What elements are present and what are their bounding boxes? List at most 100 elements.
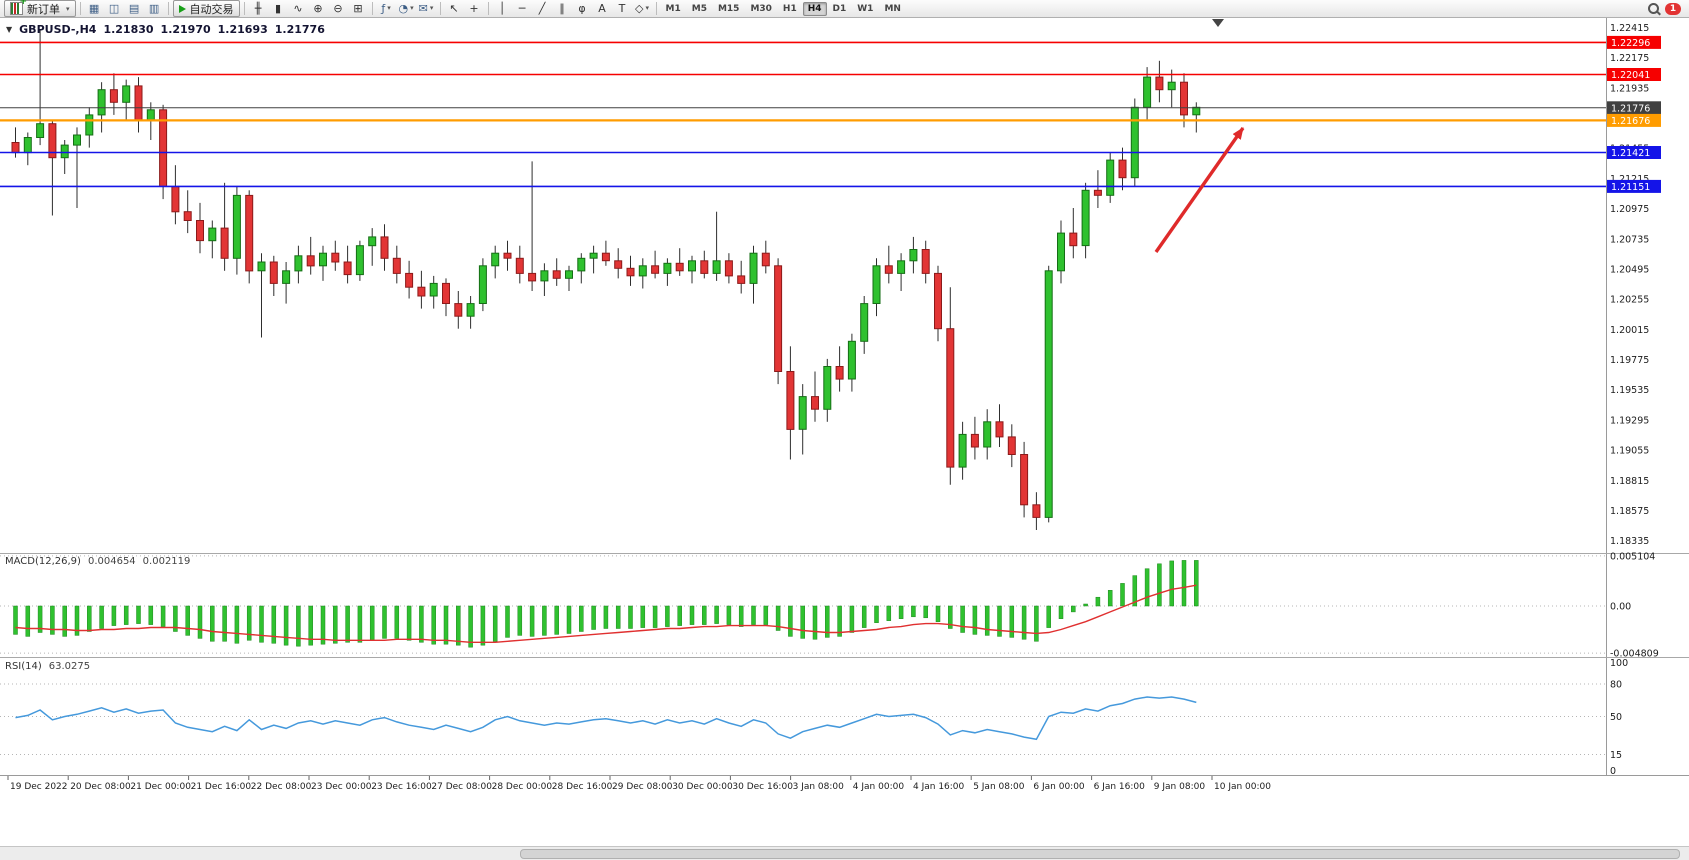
autotrade-button[interactable]: 自动交易 — [172, 0, 240, 17]
price-tick-label: 1.18575 — [1610, 506, 1649, 517]
chevron-down-icon: ▾ — [410, 4, 414, 12]
candle — [1180, 81, 1188, 116]
price-tick-label: 1.19775 — [1610, 355, 1649, 366]
scrollbar-thumb[interactable] — [520, 849, 1680, 859]
time-label: 30 Dec 00:00 — [672, 782, 733, 792]
rsi-value: 63.0275 — [48, 661, 91, 672]
candle — [835, 366, 844, 380]
time-label: 6 Jan 16:00 — [1094, 782, 1146, 792]
macd-signal-line — [15, 584, 1197, 643]
candle — [884, 265, 893, 274]
macd-histogram-bar — [812, 605, 818, 640]
price-tick-label: 1.20735 — [1610, 234, 1649, 245]
timeframe-H1[interactable]: H1 — [782, 3, 797, 14]
open-value: 1.21830 — [103, 23, 154, 36]
search-icon[interactable] — [1648, 3, 1659, 14]
macd-histogram-bar — [369, 605, 375, 641]
horizontal-scrollbar[interactable] — [0, 846, 1689, 860]
timeframe-M15[interactable]: M15 — [717, 3, 740, 14]
collapse-icon[interactable]: ▼ — [6, 25, 13, 34]
profiles-icon[interactable]: ◔ ▾ — [398, 2, 414, 15]
cursor-icon[interactable]: ↖ — [449, 2, 459, 15]
label-icon[interactable]: T — [618, 2, 626, 15]
macd-histogram-bar — [1071, 605, 1076, 613]
macd-histogram-bar — [148, 605, 154, 625]
macd-histogram-bar — [394, 605, 400, 639]
channel-icon[interactable]: ∥ — [559, 2, 565, 15]
macd-histogram-bar — [123, 605, 129, 625]
candle — [220, 227, 229, 259]
candle — [442, 282, 450, 304]
chevron-down-icon: ▾ — [645, 4, 649, 12]
alerts-icon[interactable]: ✉ ▾ — [418, 2, 434, 15]
macd-histogram-bar — [1034, 605, 1039, 642]
candle — [60, 144, 69, 159]
candle — [970, 433, 979, 448]
timeframe-W1[interactable]: W1 — [857, 3, 874, 14]
shapes-icon[interactable]: ◇ ▾ — [635, 2, 649, 15]
hline-icon[interactable]: ─ — [518, 2, 526, 15]
macd-histogram-bar — [1009, 605, 1015, 638]
tile-windows-icon[interactable]: ⊞ — [353, 2, 363, 15]
rsi-scale-label: 100 — [1610, 658, 1628, 669]
chevron-down-icon: ▾ — [429, 4, 434, 12]
candle — [675, 262, 684, 272]
trend-arrow[interactable] — [1154, 127, 1245, 253]
macd-histogram-bar — [738, 605, 744, 627]
macd-histogram-bar — [972, 605, 978, 635]
macd-histogram-bar — [1095, 596, 1101, 607]
macd-histogram-bar — [984, 605, 990, 636]
timeframe-M1[interactable]: M1 — [665, 3, 681, 14]
time-label: 6 Jan 00:00 — [1033, 782, 1085, 792]
macd-histogram-bar — [25, 605, 31, 637]
macd-histogram-bar — [406, 605, 412, 641]
macd-histogram-bar — [197, 605, 203, 639]
candle — [958, 433, 967, 468]
candle — [73, 134, 81, 146]
high-value: 1.21970 — [160, 23, 211, 36]
price-badge-label: 1.21676 — [1611, 116, 1650, 127]
zoom-out-icon[interactable]: ⊖ — [333, 2, 343, 15]
symbol-period-label: GBPUSD-,H4 — [19, 23, 97, 36]
candle — [651, 265, 660, 274]
indicators-icon[interactable]: ƒ ▾ — [381, 2, 391, 15]
bar-chart-icon[interactable]: ╫ — [254, 2, 262, 15]
new-order-label: 新订单 — [27, 2, 60, 16]
timeframe-H4[interactable]: H4 — [802, 1, 827, 16]
trendline-icon[interactable]: ╱ — [538, 2, 546, 15]
macd-histogram-bar — [1194, 560, 1199, 607]
candlestick-icon[interactable]: ▮ — [274, 2, 282, 15]
line-chart-icon[interactable]: ∿ — [293, 2, 303, 15]
data-window-icon[interactable]: ◫ — [108, 2, 120, 15]
new-order-button[interactable]: 新订单 ▾ — [4, 0, 76, 17]
notification-badge[interactable]: 1 — [1665, 2, 1681, 15]
price-badge-label: 1.21151 — [1611, 182, 1650, 193]
macd-histogram-bar — [271, 605, 277, 644]
macd-histogram-bar — [259, 605, 264, 643]
zoom-in-icon[interactable]: ⊕ — [313, 2, 323, 15]
candle — [946, 328, 955, 468]
price-tick-label: 1.19535 — [1610, 385, 1649, 396]
time-label: 22 Dec 08:00 — [251, 782, 312, 792]
navigator-icon[interactable]: ▤ — [128, 2, 140, 15]
text-icon[interactable]: A — [598, 2, 606, 15]
timeframe-D1[interactable]: D1 — [832, 3, 847, 14]
macd-histogram-bar — [308, 605, 313, 646]
crosshair-icon[interactable]: + — [469, 2, 479, 15]
timeframe-M30[interactable]: M30 — [750, 3, 772, 14]
candle — [257, 261, 266, 272]
vline-icon[interactable]: │ — [498, 2, 506, 15]
fibonacci-icon[interactable]: φ — [578, 2, 586, 15]
macd-label: MACD(12,26,9) — [5, 556, 81, 567]
candle — [454, 303, 463, 317]
timeframe-M5[interactable]: M5 — [691, 3, 707, 14]
candle — [392, 257, 401, 274]
time-label: 21 Dec 16:00 — [191, 782, 252, 792]
market-watch-icon[interactable]: ▦ — [88, 2, 100, 15]
terminal-icon[interactable]: ▥ — [148, 2, 160, 15]
candle — [737, 275, 746, 284]
toolbar-separator — [655, 2, 657, 15]
timeframe-MN[interactable]: MN — [884, 3, 901, 14]
macd-histogram-bar — [1157, 563, 1162, 607]
